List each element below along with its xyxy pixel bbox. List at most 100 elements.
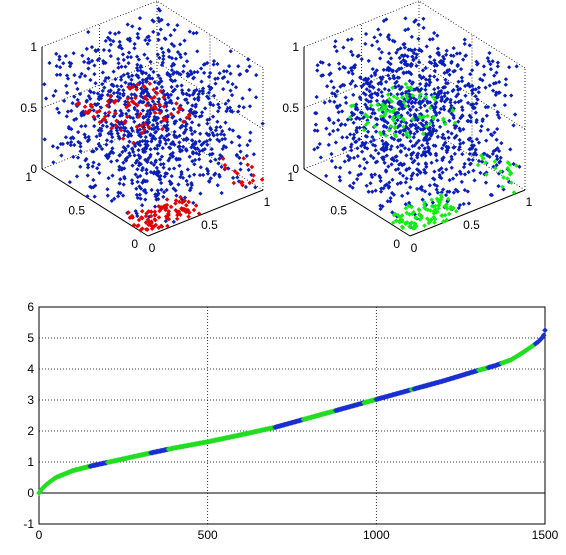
- scatter-point-background: [55, 106, 60, 111]
- scatter-point-background: [74, 174, 80, 179]
- scatter-point-background: [422, 167, 427, 172]
- scatter-point-background: [205, 171, 211, 176]
- scatter-point-background: [416, 59, 422, 65]
- scatter-point-background: [404, 167, 409, 172]
- scatter-point-background: [86, 56, 91, 62]
- scatter-point-background: [418, 81, 423, 87]
- scatter-point-background: [150, 123, 156, 128]
- scatter-point-background: [99, 128, 104, 133]
- scatter-point-background: [405, 191, 410, 196]
- scatter-point-background: [201, 172, 206, 178]
- scatter-point-background: [149, 160, 154, 165]
- scatter-point-background: [377, 173, 382, 179]
- scatter-point-background: [457, 51, 463, 56]
- x-tick-label: 1500: [532, 528, 559, 542]
- scatter-point-background: [103, 111, 108, 116]
- scatter-point-background: [56, 110, 62, 115]
- scatter-point-background: [351, 132, 357, 137]
- scatter-point-background: [55, 145, 60, 150]
- scatter-point-background: [78, 149, 83, 154]
- scatter-point-background: [147, 73, 152, 78]
- scatter-point-background: [488, 192, 493, 198]
- scatter-point-background: [134, 211, 139, 216]
- scatter-point-background: [72, 117, 77, 122]
- scatter-point-background: [423, 87, 428, 92]
- scatter-point-background: [141, 115, 146, 120]
- scatter-point-background: [119, 167, 124, 172]
- scatter-point-background: [94, 146, 99, 152]
- scatter-point-background: [349, 37, 354, 42]
- scatter-point-background: [170, 89, 176, 94]
- scatter-point-background: [360, 140, 365, 145]
- scatter-point-background: [221, 87, 226, 92]
- scatter-point-background: [205, 168, 211, 174]
- scatter-point-background: [171, 62, 177, 67]
- scatter-point-background: [156, 96, 162, 102]
- scatter-point-background: [151, 162, 157, 167]
- scatter-point-background: [359, 56, 364, 62]
- scatter-point-background: [181, 130, 187, 136]
- scatter-point-background: [380, 204, 385, 209]
- scatter-point-background: [492, 73, 497, 78]
- scatter-point-background: [181, 137, 186, 142]
- scatter-point-highlight: [111, 99, 117, 104]
- scatter-point-background: [84, 98, 89, 103]
- scatter-point-background: [315, 128, 320, 133]
- scatter-point-background: [68, 142, 73, 148]
- scatter-point-background: [214, 125, 219, 130]
- scatter-point-background: [478, 128, 483, 134]
- scatter-point-background: [166, 132, 171, 137]
- scatter-point-highlight: [425, 207, 431, 213]
- scatter-point-background: [396, 138, 401, 143]
- scatter-point-background: [124, 156, 129, 161]
- scatter-point-background: [88, 77, 93, 83]
- scatter-point-background: [495, 60, 501, 65]
- scatter-point-background: [461, 164, 467, 170]
- scatter-point-background: [410, 104, 416, 109]
- scatter-point-background: [333, 39, 338, 44]
- scatter-point-background: [134, 73, 139, 78]
- scatter-point-background: [208, 176, 213, 181]
- y-tick-label: 4: [27, 362, 34, 376]
- scatter-point-background: [168, 33, 173, 38]
- scatter-point-background: [379, 50, 384, 55]
- scatter-point-background: [217, 71, 222, 76]
- scatter-point-background: [192, 162, 197, 167]
- scatter-point-background: [385, 199, 390, 204]
- x-tick-label: 1: [264, 195, 271, 209]
- scatter-point-background: [92, 194, 97, 199]
- scatter-point-highlight: [432, 220, 437, 225]
- scatter-point-background: [417, 145, 422, 151]
- scatter-point-background: [363, 31, 369, 37]
- scatter-point-background: [191, 200, 196, 205]
- scatter-point-highlight: [134, 124, 140, 129]
- scatter-point-background: [490, 88, 496, 93]
- scatter-point-background: [77, 91, 83, 97]
- scatter-point-highlight: [444, 202, 449, 207]
- scatter-point-background: [188, 125, 193, 131]
- scatter-point-background: [208, 70, 213, 76]
- scatter-point-highlight: [152, 209, 158, 214]
- scatter-point-background: [349, 148, 354, 153]
- scatter-point-background: [418, 186, 423, 191]
- scatter-point-background: [340, 135, 345, 140]
- scatter-point-background: [481, 64, 487, 69]
- scatter-point-background: [157, 177, 162, 182]
- scatter-point-background: [86, 29, 91, 35]
- scatter-point-background: [178, 42, 183, 47]
- scatter-point-background: [171, 43, 177, 49]
- scatter-point-background: [244, 153, 249, 159]
- scatter-point-background: [437, 110, 442, 115]
- scatter-point-background: [143, 135, 148, 140]
- scatter-point-background: [65, 109, 71, 114]
- scatter-point-background: [424, 44, 429, 49]
- scatter-point-background: [158, 27, 163, 32]
- scatter-point-background: [160, 60, 165, 65]
- scatter-point-background: [225, 79, 230, 85]
- scatter-point-background: [202, 70, 207, 76]
- scatter-point-highlight: [493, 165, 498, 171]
- scatter-point-background: [136, 57, 142, 62]
- scatter-point-background: [75, 155, 81, 160]
- scatter-point-background: [187, 93, 192, 98]
